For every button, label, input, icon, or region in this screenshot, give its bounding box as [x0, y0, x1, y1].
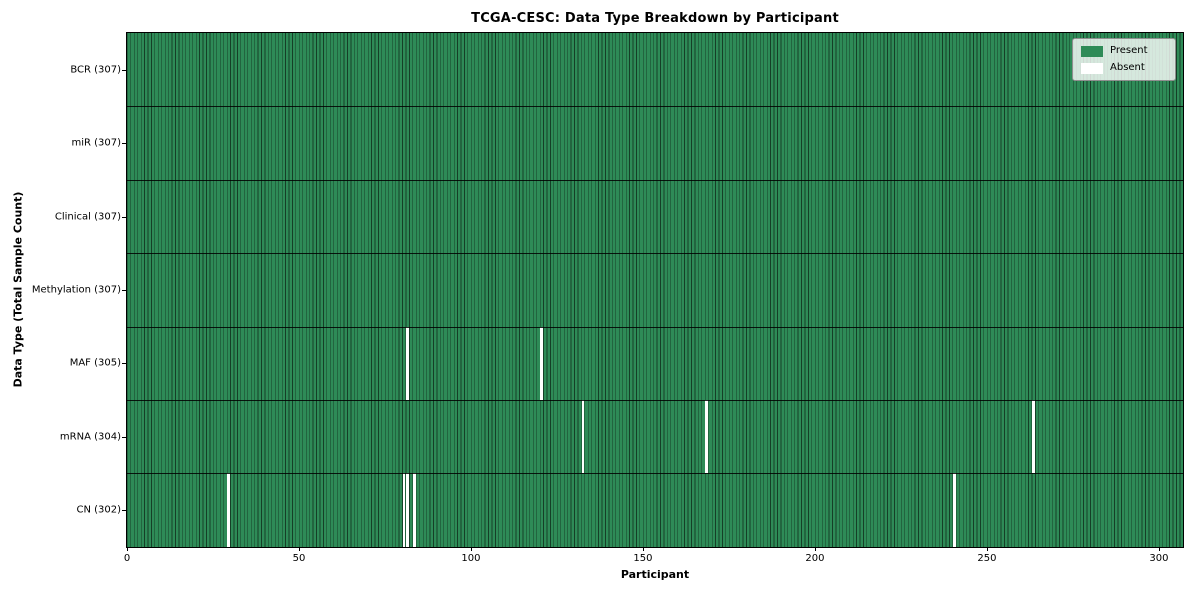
x-tick-label: 200	[805, 553, 825, 564]
absent-stripe	[406, 326, 409, 400]
absent-stripe	[540, 326, 543, 400]
heatmap-row-methylation	[126, 253, 1183, 327]
legend-item-absent: Absent	[1081, 62, 1167, 74]
y-tick-mark	[122, 143, 126, 145]
x-tick-mark	[642, 547, 644, 551]
x-tick-label: 0	[123, 553, 131, 564]
row-separator	[126, 399, 1183, 401]
row-separator	[126, 326, 1183, 328]
absent-stripe	[406, 473, 409, 547]
x-tick-mark	[1158, 547, 1160, 551]
x-tick-mark	[127, 547, 128, 551]
heatmap-row-maf	[126, 326, 1183, 400]
y-tick-mark	[122, 363, 126, 365]
legend-label-absent: Absent	[1110, 62, 1145, 73]
y-tick-mark	[122, 216, 126, 218]
chart-title: TCGA-CESC: Data Type Breakdown by Partic…	[471, 11, 839, 26]
heatmap-row-bcr	[126, 32, 1183, 107]
heatmap-row-cn	[126, 473, 1183, 547]
heatmap-row-mir	[126, 106, 1183, 180]
y-tick-label: Clinical (307)	[54, 211, 121, 223]
x-tick-mark	[298, 547, 300, 551]
plot-area	[125, 31, 1184, 548]
x-tick-mark	[986, 547, 988, 551]
heatmap-row-clinical	[126, 179, 1183, 254]
y-tick-label: miR (307)	[71, 137, 121, 149]
absent-stripe	[413, 473, 416, 547]
y-tick-label: BCR (307)	[70, 64, 121, 76]
y-tick-mark	[122, 290, 126, 291]
x-tick-label: 50	[292, 553, 306, 564]
absent-stripe	[705, 399, 709, 474]
row-separator	[126, 473, 1183, 475]
row-separator	[126, 253, 1183, 255]
x-tick-mark	[470, 547, 472, 551]
absent-stripe	[1032, 399, 1035, 474]
absent-stripe	[953, 473, 956, 547]
x-tick-label: 150	[633, 553, 653, 564]
y-tick-mark	[122, 510, 126, 512]
y-tick-label: Methylation (307)	[31, 284, 121, 296]
absent-swatch-icon	[1081, 62, 1103, 74]
absent-stripe	[402, 473, 406, 547]
present-swatch-icon	[1081, 45, 1103, 57]
legend-label-present: Present	[1110, 45, 1148, 56]
y-tick-mark	[122, 69, 126, 71]
heatmap-row-mrna	[126, 399, 1183, 474]
x-tick-label: 300	[1149, 553, 1169, 564]
x-tick-label: 250	[977, 553, 997, 564]
row-separator	[126, 106, 1183, 108]
x-axis-label: Participant	[620, 568, 690, 581]
absent-stripe	[227, 473, 230, 547]
y-tick-label: mRNA (304)	[59, 431, 121, 443]
absent-stripe	[581, 399, 585, 474]
legend: Present Absent	[1072, 38, 1176, 81]
row-separator	[126, 179, 1183, 181]
legend-item-present: Present	[1081, 45, 1167, 57]
y-tick-label: MAF (305)	[69, 357, 121, 369]
y-tick-mark	[122, 436, 126, 438]
y-tick-label: CN (302)	[76, 504, 121, 516]
x-tick-label: 100	[461, 553, 481, 564]
x-tick-mark	[814, 547, 816, 551]
